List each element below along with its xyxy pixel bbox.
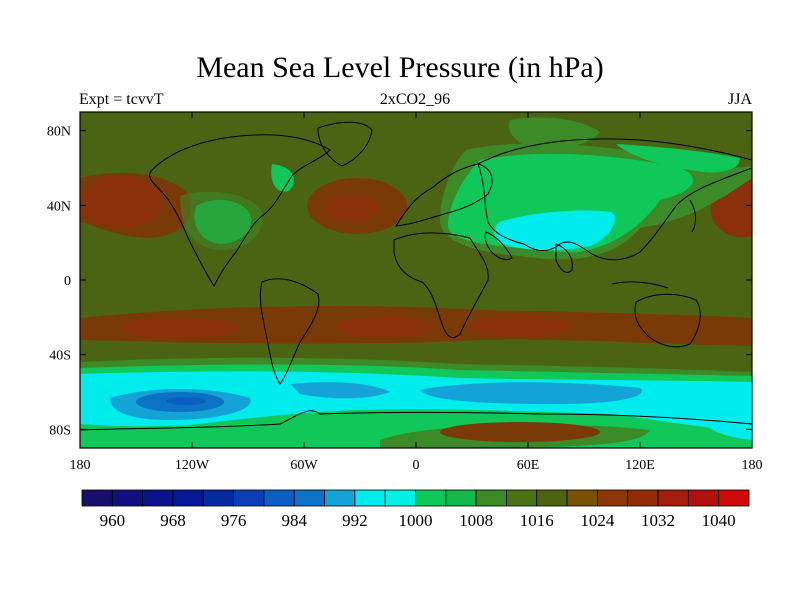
x-axis: 180 120W 60W 0 60E 120E 180: [70, 112, 763, 473]
coast-north-america: [149, 134, 331, 288]
low-north-america-outer: [180, 191, 263, 250]
colorbar-box: [172, 489, 204, 507]
x-tick-label: 60W: [290, 458, 318, 473]
y-tick-label: 40N: [47, 199, 71, 214]
y-tick-label: 80N: [47, 125, 71, 140]
high-core-south-atlantic: [337, 316, 433, 338]
high-core-azores: [324, 194, 380, 222]
colorbar: 960 968 976 984 992 1000 1008 1016 1024 1032 1040: [81, 489, 750, 530]
colorbar-label: 1016: [520, 511, 554, 530]
low-asia-east: [616, 144, 740, 173]
plot-title: Mean Sea Level Pressure (in hPa): [196, 51, 604, 84]
colorbar-box: [566, 489, 598, 507]
colorbar-box: [142, 489, 174, 507]
coastlines: [80, 121, 752, 431]
coast-south-america: [259, 278, 320, 385]
colorbar-box: [597, 489, 629, 507]
x-tick-label: 60E: [517, 458, 540, 473]
colorbar-label: 1024: [580, 511, 615, 530]
belt-light-blue-indian: [290, 382, 390, 399]
x-tick-label: 0: [413, 458, 420, 473]
colorbar-box: [324, 489, 356, 507]
colorbar-label: 976: [221, 511, 247, 530]
colorbar-box: [81, 489, 113, 507]
colorbar-box: [233, 489, 265, 507]
x-tick-label: 180: [70, 458, 91, 473]
pressure-field: [80, 112, 752, 448]
high-core-north-pacific: [80, 176, 162, 228]
colorbar-box: [657, 489, 689, 507]
colorbar-box: [384, 489, 416, 507]
colorbar-box: [354, 489, 386, 507]
experiment-label: Expt = tcvvT: [79, 91, 164, 108]
colorbar-label: 960: [100, 511, 126, 530]
colorbar-box: [202, 489, 234, 507]
colorbar-box: [415, 489, 447, 507]
colorbar-box: [506, 489, 538, 507]
coast-africa: [393, 232, 489, 339]
colorbar-label: 992: [342, 511, 368, 530]
y-axis: 80N 40N 0 40S 80S: [47, 125, 752, 438]
x-tick-label: 180: [742, 458, 763, 473]
x-tick-label: 120E: [625, 458, 655, 473]
coast-greenland: [317, 121, 373, 167]
high-core-indian: [470, 316, 570, 336]
season-label: JJA: [727, 91, 752, 108]
colorbar-box: [293, 489, 325, 507]
run-label: 2xCO2_96: [379, 91, 451, 108]
colorbar-label: 1008: [459, 511, 493, 530]
coast-india: [555, 243, 573, 273]
colorbar-box: [536, 489, 568, 507]
colorbar-label: 1040: [702, 511, 736, 530]
y-tick-label: 0: [64, 274, 71, 289]
coast-asia: [477, 138, 752, 261]
low-arctic-atlantic: [508, 117, 600, 149]
low-asia-core: [494, 210, 615, 251]
colorbar-box: [263, 489, 295, 507]
coast-arabia: [484, 231, 513, 261]
y-tick-label: 80S: [49, 423, 71, 438]
colorbar-label: 968: [160, 511, 186, 530]
high-core-south-pacific: [120, 318, 240, 338]
colorbar-box: [475, 489, 507, 507]
antarctic-high: [440, 422, 600, 442]
x-tick-label: 120W: [175, 458, 210, 473]
colorbar-box: [718, 489, 750, 507]
colorbar-box: [627, 489, 659, 507]
colorbar-box: [111, 489, 144, 507]
coast-australia: [634, 293, 701, 348]
y-tick-label: 40S: [49, 349, 71, 364]
colorbar-label: 1032: [641, 511, 675, 530]
coast-antarctica: [80, 410, 752, 431]
colorbar-box: [687, 489, 720, 507]
colorbar-label: 984: [281, 511, 307, 530]
coast-indonesia: [611, 281, 669, 289]
belt-light-blue-atlantic: [420, 382, 642, 404]
low-core-pacific-deep: [166, 397, 206, 405]
colorbar-box: [445, 489, 477, 507]
coast-japan: [689, 199, 697, 233]
colorbar-label: 1000: [399, 511, 433, 530]
low-arctic-pacific: [271, 164, 294, 192]
coast-europe: [395, 163, 493, 227]
antarctic-cyan-east: [700, 417, 752, 440]
